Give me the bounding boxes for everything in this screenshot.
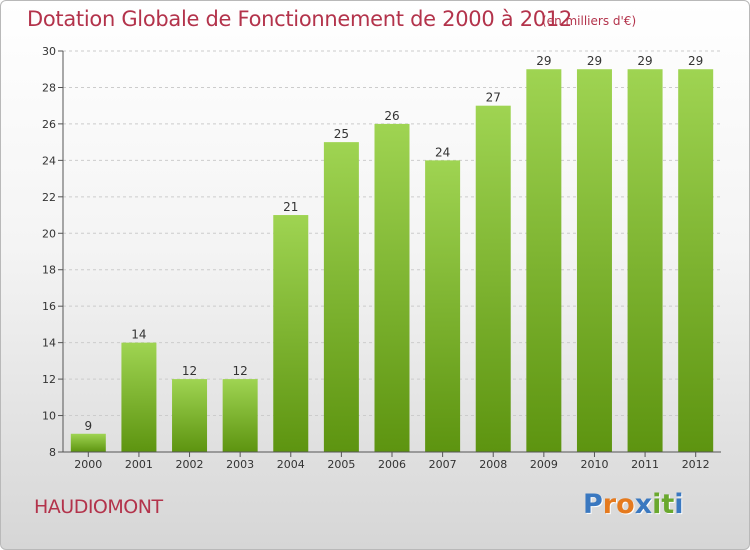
logo-letter: i [652,489,662,520]
x-tick-label: 2001 [125,458,153,471]
commune-name: HAUDIOMONT [34,496,163,518]
x-tick-label: 2006 [378,458,406,471]
x-tick-label: 2008 [479,458,507,471]
bar-2008 [475,105,511,452]
data-label: 12 [182,364,197,378]
axes: 8 10 12 14 16 18 20 22 24 26 28 30 2000 2001 2002 2003 2… [42,45,721,471]
x-tick-label: 2012 [682,458,710,471]
x-tick-label: 2002 [176,458,204,471]
x-tick-label: 2004 [277,458,305,471]
bar-2002 [172,379,208,452]
y-tick-label: 30 [42,45,56,58]
chart-subtitle: (en milliers d'€) [542,14,637,28]
data-label: 24 [435,145,450,159]
data-label: 26 [384,109,399,123]
logo-letter: o [616,489,635,520]
bar-2012 [678,69,714,453]
bar-2006 [374,123,410,452]
y-tick-label: 16 [42,300,56,313]
data-labels: 9 14 12 12 21 25 26 24 27 29 29 29 29 [84,54,703,433]
data-label: 29 [587,54,602,68]
logo-letter: t [661,489,675,520]
x-tick-label: 2003 [226,458,254,471]
data-label: 27 [486,91,501,105]
x-tick-label: 2000 [74,458,102,471]
data-label: 25 [334,127,349,141]
x-tick-label: 2007 [429,458,457,471]
y-tick-label: 14 [42,337,56,350]
bar-2011 [627,69,663,453]
bar-2010 [576,69,612,453]
data-label: 14 [131,328,146,342]
logo-letter: x [634,489,653,520]
y-tick-label: 26 [42,118,56,131]
logo-letter: i [674,489,684,520]
y-tick-label: 10 [42,410,56,423]
data-label: 9 [84,419,92,433]
x-tick-label: 2009 [530,458,558,471]
y-tick-label: 8 [49,446,56,459]
bar-2000 [70,433,106,452]
data-label: 29 [637,54,652,68]
bar-2009 [526,69,562,453]
data-label: 12 [233,364,248,378]
logo-letter: r [602,489,617,520]
bar-2004 [273,215,309,452]
y-tick-label: 12 [42,373,56,386]
bar-2007 [425,160,461,452]
data-label: 29 [536,54,551,68]
y-tick-label: 22 [42,191,56,204]
data-label: 29 [688,54,703,68]
y-tick-label: 18 [42,264,56,277]
bar-2003 [222,379,258,452]
data-label: 21 [283,200,298,214]
chart-title: Dotation Globale de Fonctionnement de 20… [27,7,572,31]
bar-2001 [121,342,157,452]
logo-letter: P [583,489,603,520]
x-tick-label: 2011 [631,458,659,471]
proxiti-logo: Proxiti [583,489,684,520]
bars [70,69,714,453]
y-tick-label: 24 [42,154,56,167]
x-tick-label: 2010 [580,458,608,471]
x-tick-label: 2005 [327,458,355,471]
y-tick-label: 28 [42,81,56,94]
y-tick-label: 20 [42,227,56,240]
bar-2005 [323,142,359,453]
